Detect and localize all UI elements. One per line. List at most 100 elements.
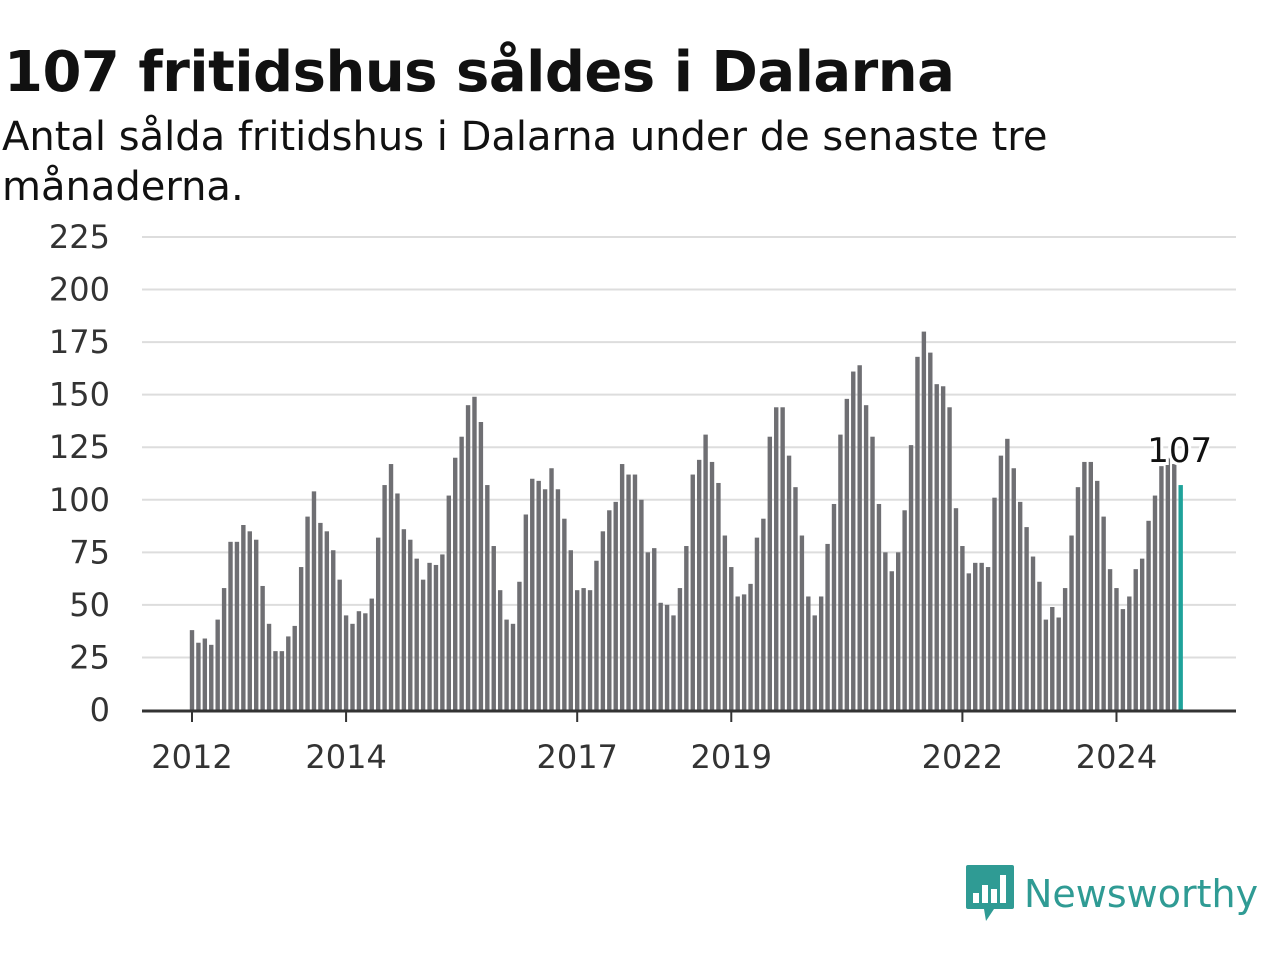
y-tick-label: 75	[69, 533, 110, 571]
bar	[953, 508, 959, 710]
bar	[619, 464, 625, 710]
bar	[722, 535, 728, 710]
bar	[818, 596, 824, 710]
bar	[857, 365, 862, 710]
bar	[1133, 569, 1138, 710]
bar	[934, 384, 939, 710]
bar	[690, 474, 695, 710]
bar	[1075, 487, 1081, 710]
bar	[1062, 588, 1068, 710]
bar	[536, 480, 541, 710]
bar	[831, 503, 837, 710]
bar	[607, 510, 612, 710]
bar	[472, 396, 477, 710]
bar	[587, 590, 593, 710]
bar	[1017, 501, 1023, 710]
bar	[331, 550, 336, 710]
bar	[189, 630, 195, 710]
bar	[420, 579, 426, 710]
brand-name: Newsworthy	[1024, 872, 1259, 916]
bar	[504, 619, 509, 710]
bar	[1030, 556, 1036, 710]
bar	[1005, 438, 1010, 710]
bar	[851, 371, 856, 710]
bar	[793, 487, 798, 710]
x-tick-label: 2024	[1076, 738, 1157, 776]
bar	[940, 386, 946, 710]
bar	[446, 495, 451, 710]
bar	[1043, 619, 1049, 710]
x-tick-label: 2017	[536, 738, 617, 776]
bar	[677, 588, 683, 710]
bar	[632, 474, 638, 710]
bar	[600, 531, 606, 710]
bar	[825, 543, 830, 710]
bar	[478, 422, 484, 710]
last-value-annotation: 107	[1144, 428, 1215, 474]
bar	[453, 457, 458, 710]
x-tick-label: 2012	[151, 738, 232, 776]
bar	[215, 619, 220, 710]
bar	[639, 499, 644, 710]
x-axis-ticks: 2012 2014 2017 2019 2022 2024	[151, 712, 1157, 776]
bar	[671, 615, 676, 710]
bar	[998, 455, 1004, 710]
bar	[401, 529, 407, 710]
bar	[786, 455, 792, 710]
bar	[838, 434, 843, 710]
bar	[395, 493, 400, 710]
bar	[497, 590, 503, 710]
y-tick-label: 125	[49, 428, 110, 466]
bar	[741, 594, 747, 710]
bar	[209, 644, 214, 710]
y-tick-label: 50	[69, 586, 110, 624]
bar	[247, 531, 252, 710]
bar	[902, 510, 907, 710]
bar	[568, 550, 573, 710]
bar	[1107, 569, 1113, 710]
bar-latest	[1178, 485, 1183, 710]
bar	[703, 434, 708, 710]
bar	[806, 596, 811, 710]
bar	[1037, 581, 1042, 710]
bar	[1139, 558, 1145, 710]
bar	[645, 552, 651, 710]
bar	[356, 611, 362, 710]
bar	[369, 598, 374, 710]
bar	[973, 562, 978, 710]
bar	[1050, 606, 1055, 710]
bars	[189, 331, 1183, 710]
bar	[575, 590, 580, 710]
bar	[863, 405, 869, 710]
bar	[202, 638, 208, 710]
y-tick-label: 25	[69, 638, 110, 676]
bar	[870, 436, 875, 710]
bar	[1011, 468, 1016, 710]
bar	[761, 518, 766, 710]
bar	[414, 558, 419, 710]
bar	[1114, 588, 1119, 710]
y-tick-label: 0	[90, 691, 110, 729]
bar	[523, 514, 529, 710]
bar	[767, 436, 772, 710]
bar	[664, 604, 670, 710]
bar	[375, 537, 381, 710]
bar	[542, 489, 548, 710]
bar	[684, 546, 689, 710]
bar	[908, 445, 914, 710]
bar	[363, 613, 368, 710]
bar	[337, 579, 342, 710]
bar	[427, 562, 432, 710]
bar	[774, 407, 779, 710]
bar	[992, 497, 997, 710]
y-tick-label: 225	[49, 218, 110, 256]
bar	[266, 623, 272, 710]
bar	[292, 625, 297, 710]
bar	[1127, 596, 1132, 710]
bar	[716, 482, 721, 710]
bar	[1082, 461, 1087, 710]
bar	[298, 567, 304, 710]
y-tick-label: 100	[49, 481, 110, 519]
bar	[1152, 495, 1158, 710]
bar	[1101, 516, 1106, 710]
